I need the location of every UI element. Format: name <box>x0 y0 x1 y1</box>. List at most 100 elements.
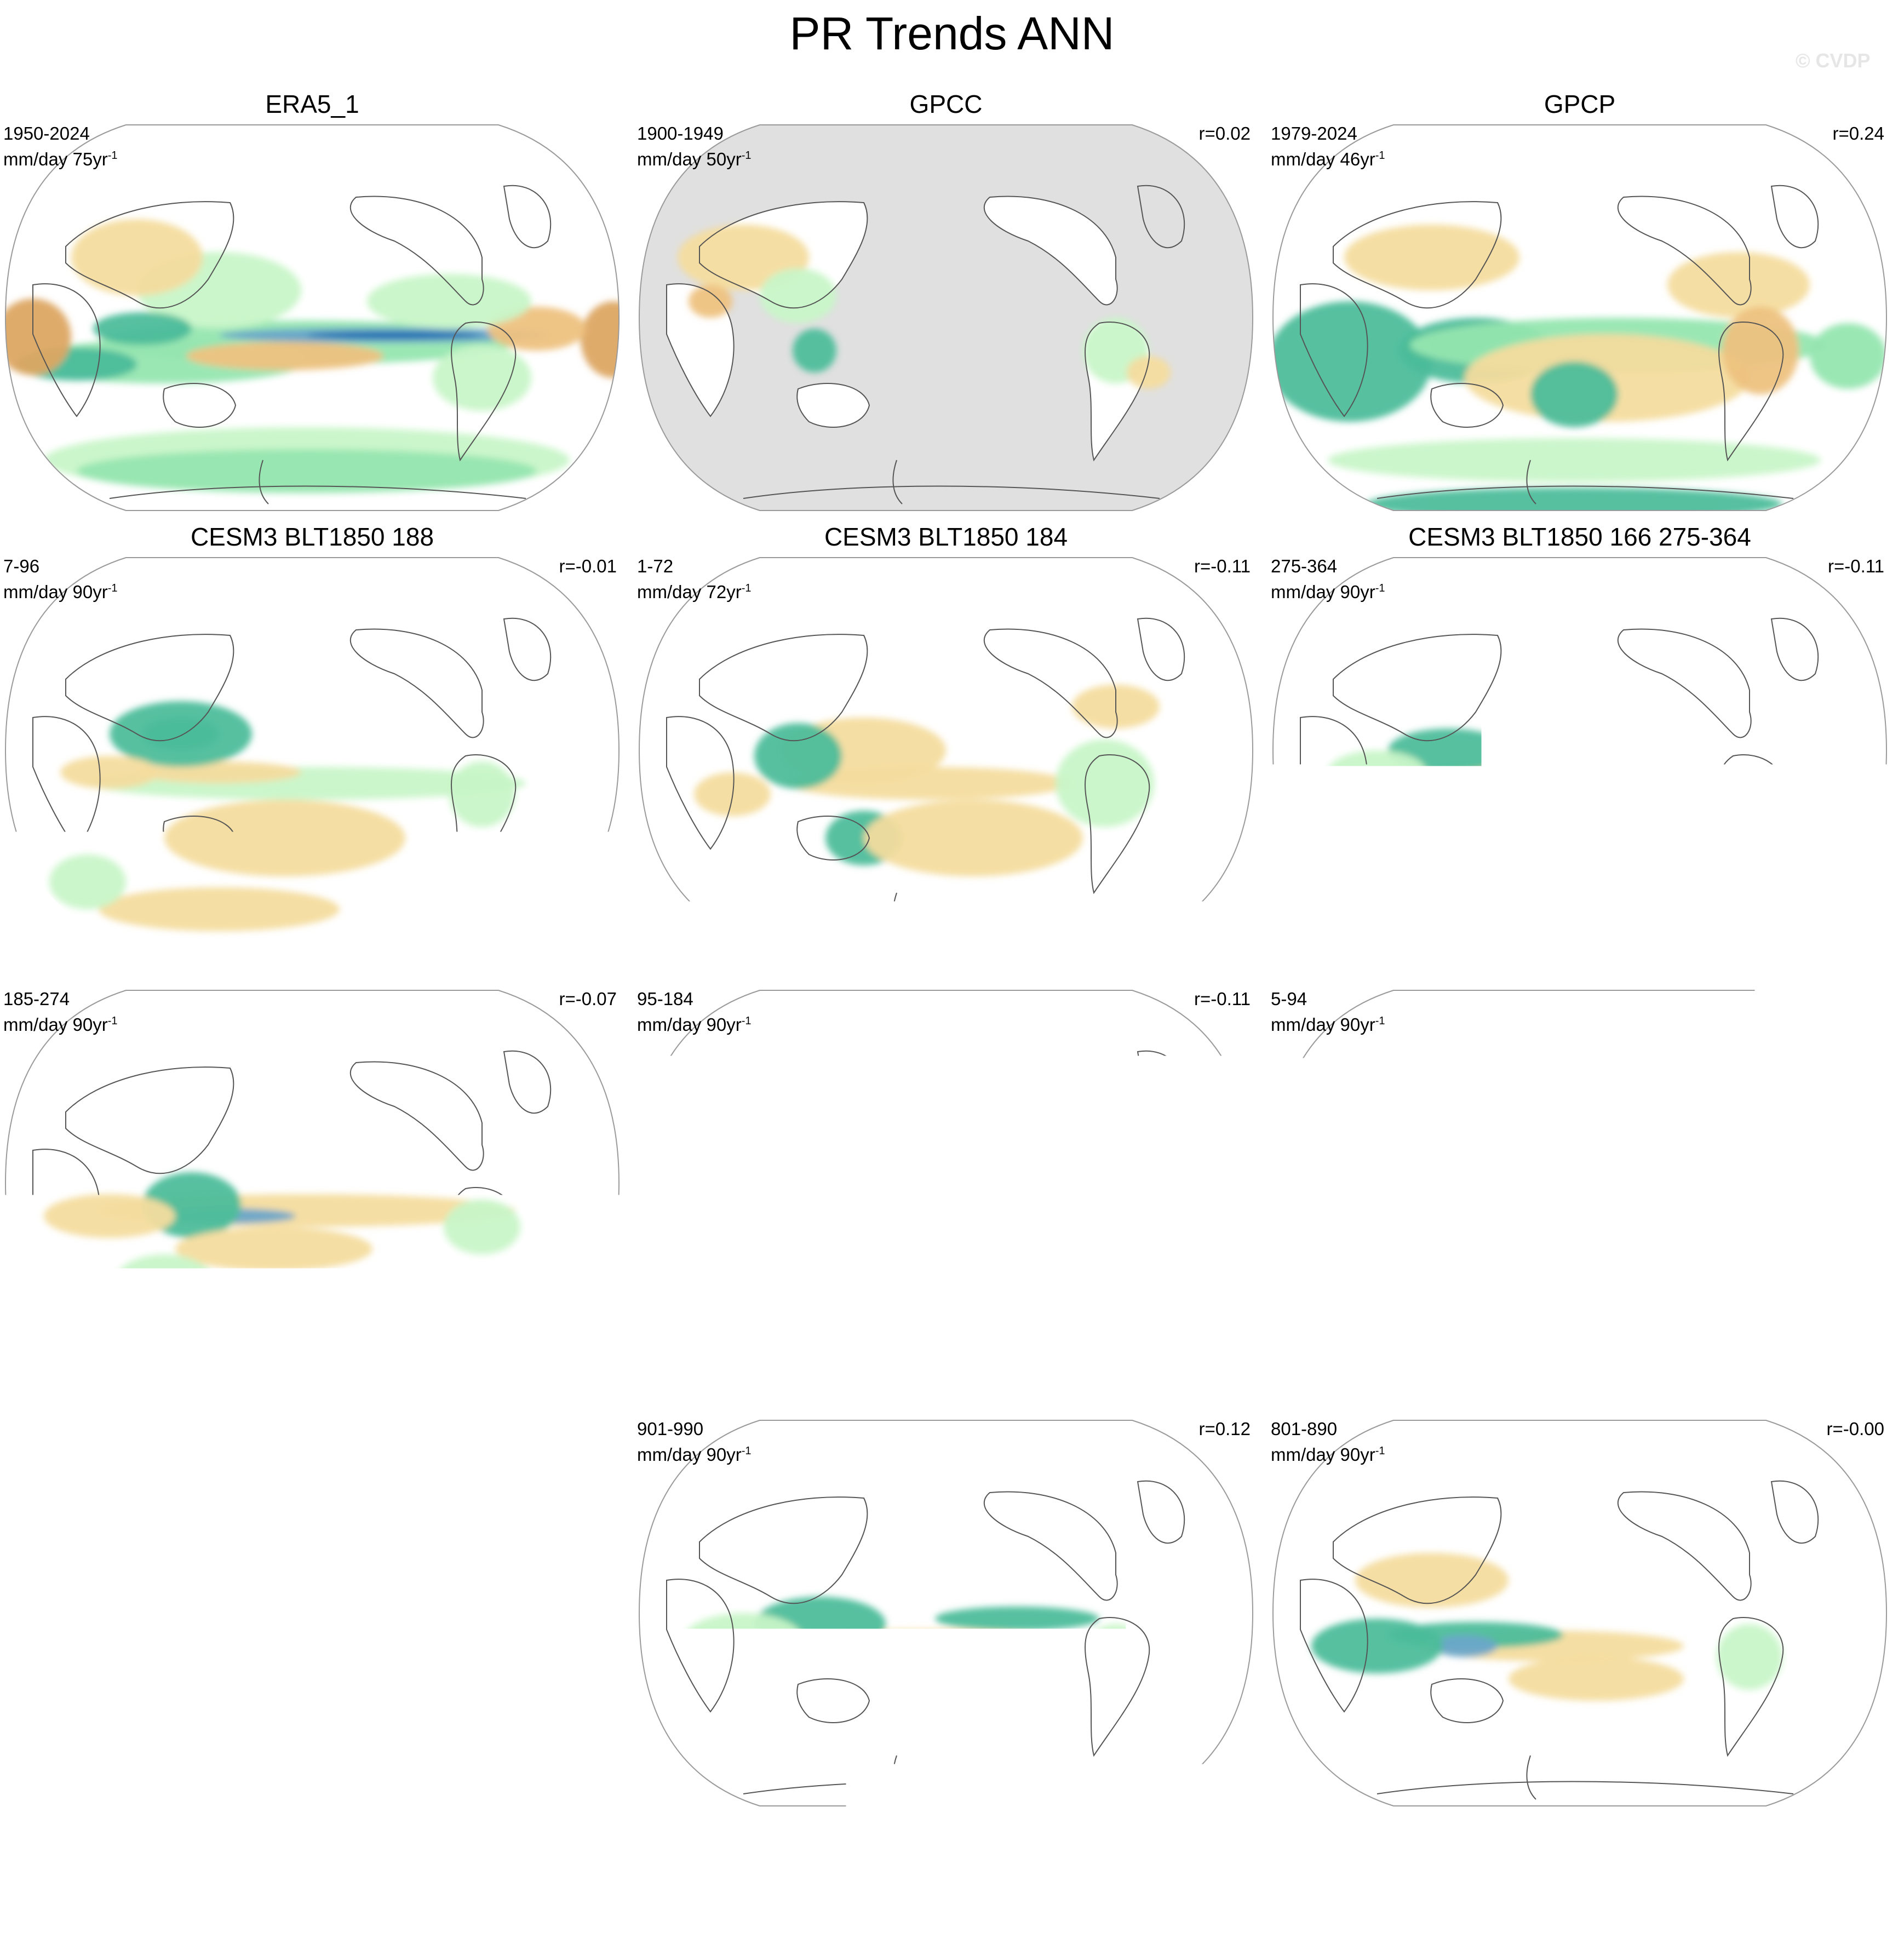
map-panel: ERA5_1 1950-2024 mm/day 75yr-1 <box>0 88 624 520</box>
colorbar-tick-label: 6 <box>1515 1909 1532 1948</box>
panel-period-units: 95-184 mm/day 90yr-1 <box>637 988 752 1036</box>
trend-anomaly-region <box>935 1607 1099 1631</box>
correlation-label: r=-0.11 <box>1194 555 1251 577</box>
trend-anomaly-region <box>1083 1161 1149 1249</box>
watermark: © CVDP <box>1796 49 1871 72</box>
colorbar-swatch <box>1429 1873 1523 1904</box>
trend-anomaly-region <box>1810 323 1886 389</box>
correlation-label: r=-0.11 <box>1828 555 1884 577</box>
units-exponent: -1 <box>742 150 752 162</box>
trend-anomaly-region <box>186 342 383 370</box>
colorbar-tick-label: 0 <box>945 1909 963 1948</box>
panel-title: CESM2 piControl C <box>0 1383 624 1416</box>
colorbar-tick-label: 0.2 <box>1027 1909 1071 1948</box>
trend-anomaly-region <box>1083 1624 1149 1690</box>
trend-anomaly-region <box>1448 1172 1580 1216</box>
trend-anomaly-region <box>1355 1553 1509 1608</box>
period-label: 275-364 <box>1271 555 1385 577</box>
colorbar-swatches <box>290 1873 1618 1904</box>
panel-title: CESM3 BLT1850 166 185-274 <box>0 953 624 986</box>
colorbar-swatch <box>954 1873 1049 1904</box>
trend-anomaly-region <box>793 329 836 372</box>
map-background <box>1268 553 1892 948</box>
trend-anomaly-region <box>1056 739 1154 827</box>
colorbar-swatch <box>670 1873 765 1904</box>
trend-anomaly-region <box>743 1167 875 1221</box>
robinson-map <box>1268 1416 1892 1810</box>
trend-anomaly-region <box>433 345 531 411</box>
figure-title: PR Trends ANN <box>0 3 1904 64</box>
colorbar-swatch <box>290 1873 385 1904</box>
panel-period-units: 1001-1090 mm/day 90yr-1 <box>3 1418 118 1466</box>
period-label: 1950-2024 <box>3 123 118 145</box>
colorbar-tick-label: 1 <box>1230 1909 1247 1948</box>
panel-title: GPCC <box>634 88 1258 121</box>
correlation-label: r=-0.01 <box>559 555 617 577</box>
trend-anomaly-region <box>175 1331 394 1364</box>
panel-period-units: 185-274 mm/day 90yr-1 <box>3 988 118 1036</box>
colorbar-tick-label: -6 <box>371 1909 399 1948</box>
trend-anomaly-region <box>820 1662 995 1695</box>
period-label: 1979-2024 <box>1271 123 1385 145</box>
panel-period-units: 801-890 mm/day 90yr-1 <box>1271 1418 1385 1466</box>
units-exponent: -1 <box>1375 1015 1385 1027</box>
units-exponent: -1 <box>108 1015 118 1027</box>
trend-anomaly-region <box>760 268 836 323</box>
trend-anomaly-region <box>1717 1624 1782 1690</box>
units-exponent: -1 <box>742 1015 752 1027</box>
trend-anomaly-region <box>93 312 192 345</box>
robinson-map <box>0 986 624 1380</box>
colorbar: -6 -4 -2 -1 -0.5 -0.2 0 0.2 0.5 1 2 4 6 <box>290 1873 1618 1955</box>
correlation-label: r=-0.11 <box>1194 988 1251 1010</box>
map-panel: CESM3 BLT1850 166 5-94 5-94 mm/day 90yr-1 r… <box>1268 953 1892 1386</box>
units-label: mm/day 90yr-1 <box>637 1440 752 1466</box>
trend-anomaly-region <box>1509 1657 1684 1701</box>
panel-title: CESM3 BLT1850 166 275-364 <box>1268 520 1892 553</box>
colorbar-swatch <box>575 1873 669 1904</box>
trend-anomaly-region <box>49 854 126 909</box>
map-background <box>0 1416 624 1810</box>
correlation-label: r=-0.07 <box>559 988 617 1010</box>
panel-title: CESM2 piControl A <box>1268 1383 1892 1416</box>
trend-anomaly-region <box>99 887 340 931</box>
units-exponent: -1 <box>108 1445 118 1457</box>
map-panel: CESM3 BLT1850 166 275-364 275-364 mm/day 9… <box>1268 520 1892 953</box>
trend-anomaly-region <box>1585 1145 1717 1189</box>
colorbar-tick-label: -4 <box>466 1909 494 1948</box>
map-panel: CESM2 piControl A 801-890 mm/day 90yr-1 r=-… <box>1268 1383 1892 1816</box>
period-label: 1-72 <box>637 555 752 577</box>
map-background <box>1268 1416 1892 1810</box>
correlation-label: r=0.14 <box>565 1418 617 1440</box>
trend-anomaly-region <box>175 1227 372 1271</box>
period-label: 1001-1090 <box>3 1418 118 1440</box>
colorbar-swatch <box>1049 1873 1144 1904</box>
trend-anomaly-region <box>951 1145 1083 1178</box>
units-label: mm/day 90yr-1 <box>3 1440 118 1466</box>
trend-anomaly-region <box>864 800 1083 876</box>
trend-anomaly-region <box>142 718 219 750</box>
trend-anomaly-region <box>754 723 842 789</box>
trend-anomaly-region <box>1722 307 1799 394</box>
trend-anomaly-region <box>782 1723 1056 1766</box>
colorbar-tick-label: -0.2 <box>832 1909 887 1948</box>
map-background <box>0 986 624 1380</box>
period-label: 185-274 <box>3 988 118 1010</box>
units-label: mm/day 72yr-1 <box>637 577 752 603</box>
figure-page: PR Trends ANN © CVDP ERA5_1 1950-2024 mm/d… <box>0 0 1904 1956</box>
colorbar-tick-label: -2 <box>561 1909 589 1948</box>
map-panel: CESM3 BLT1850 184 1-72 mm/day 72yr-1 r=-0.1… <box>634 520 1258 953</box>
panel-title: ERA5_1 <box>0 88 624 121</box>
units-exponent: -1 <box>1375 1445 1385 1457</box>
map-panel: CESM2 piControl C 1001-1090 mm/day 90yr-1 r… <box>0 1383 624 1816</box>
colorbar-tick-label: -1 <box>656 1909 684 1948</box>
units-exponent: -1 <box>108 150 118 162</box>
trend-anomaly-region <box>115 1254 214 1309</box>
trend-anomaly-region <box>1733 756 1810 833</box>
trend-anomaly-region <box>1328 438 1821 482</box>
colorbar-swatch <box>1144 1873 1238 1904</box>
robinson-map <box>634 553 1258 948</box>
map-panel: GPCP 1979-2024 mm/day 46yr-1 r=0.24 <box>1268 88 1892 520</box>
trend-anomaly-region <box>60 756 159 789</box>
trend-anomaly-region <box>689 285 732 318</box>
trend-anomaly-region <box>683 1613 804 1668</box>
